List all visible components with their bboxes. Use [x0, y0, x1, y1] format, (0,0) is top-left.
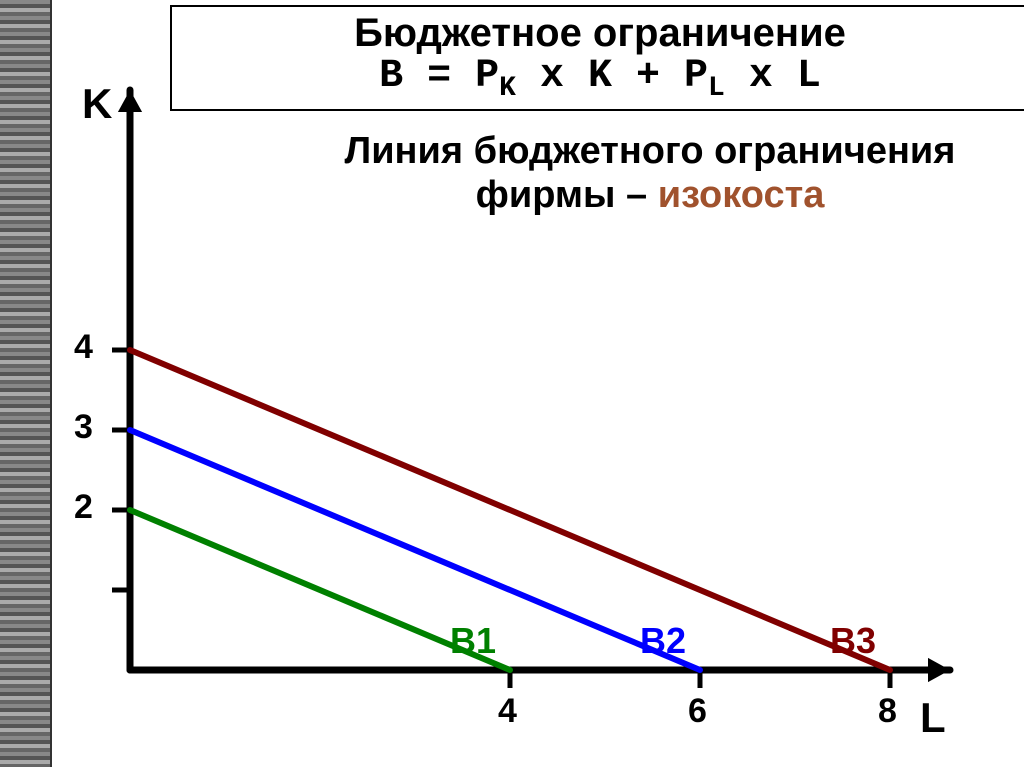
line-label-B2: B2	[640, 620, 686, 662]
title-line1: Бюджетное ограничение	[180, 11, 1020, 55]
line-label-B1: B1	[450, 620, 496, 662]
x-tick-label: 8	[878, 692, 897, 731]
x-axis-label: L	[920, 694, 946, 742]
x-tick-label: 4	[498, 692, 517, 731]
y-tick-label: 4	[74, 328, 93, 367]
y-tick-label: 3	[74, 408, 93, 447]
y-tick-label: 2	[74, 488, 93, 527]
spiral-binding	[0, 0, 52, 767]
line-label-B3: B3	[830, 620, 876, 662]
x-tick-label: 6	[688, 692, 707, 731]
y-axis-label: K	[82, 80, 112, 128]
budget-chart: K L 2 3 4 4 6 8 B1 B2 B3	[70, 80, 990, 760]
